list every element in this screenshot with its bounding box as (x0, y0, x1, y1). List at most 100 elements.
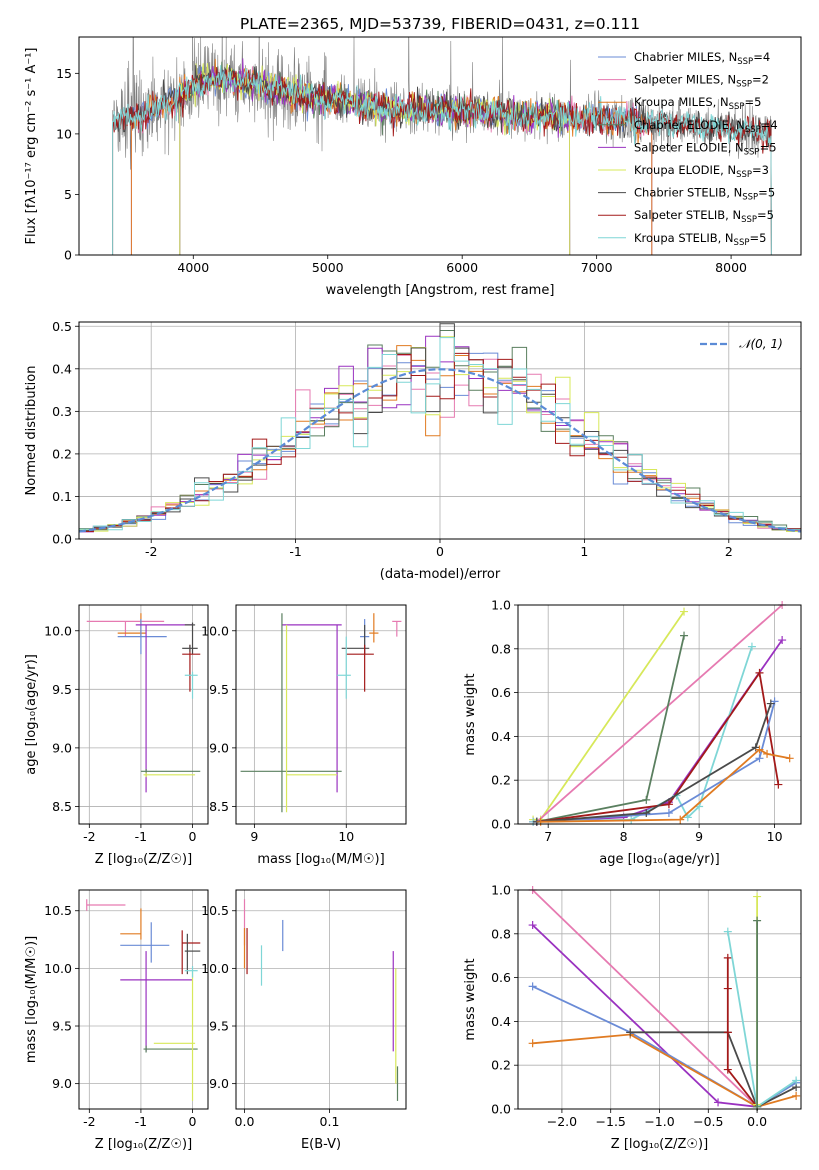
x-tick-label: 10 (767, 829, 783, 844)
legend-label: Kroupa MILES, NSSP=5 (634, 95, 761, 112)
errorbar-salpeter-miles (86, 899, 126, 911)
data-point-marker (723, 1028, 732, 1037)
y-tick-label: 5 (64, 187, 72, 202)
x-tick-label: −1.5 (596, 1114, 626, 1129)
axes-frame (517, 604, 802, 825)
x-tick-label: −2.0 (547, 1114, 577, 1129)
axes-frame (78, 36, 802, 256)
legend-nssp-eq: = (744, 95, 754, 109)
x-tick-label: 8 (620, 829, 628, 844)
legend-nssp-sub: SSP (734, 238, 750, 248)
legend-series-name: Chabrier STELIB (634, 186, 726, 200)
legend-series-name: Kroupa STELIB (634, 231, 718, 245)
data-point-marker (723, 953, 732, 962)
legend-nssp-value: 5 (768, 186, 775, 200)
legend-label: 𝒩(0, 1) (739, 337, 783, 351)
axes-age_vs_Z: -2 -1 0 8.5 9.0 9.5 10.0 Z [log₁₀(Z/Z☉)] age [lo… (24, 604, 209, 867)
histogram-kroupa-stelib (79, 337, 801, 539)
errorbar-salpeter-stelib (346, 644, 374, 692)
series-kroupa-miles (536, 745, 794, 826)
x-tick-label: 0 (189, 829, 197, 844)
data-point-marker (528, 921, 537, 930)
legend-nssp-prefix: , N (720, 73, 736, 87)
y-tick-label: 10.0 (201, 623, 229, 638)
series-line (536, 703, 772, 823)
x-tick-label: 10 (338, 829, 354, 844)
legend-nssp-value: 5 (754, 95, 761, 109)
data-point-marker (683, 813, 692, 822)
series-line (630, 1031, 797, 1109)
series-line (532, 985, 797, 1108)
y-axis-label: mass [log₁₀(M/M☉)] (24, 936, 39, 1063)
axes-residuals: -2 -1 0 1 2 0.0 0.1 0.2 0.3 0.4 0.5 (data-model)/er… (24, 319, 802, 582)
y-tick-label: 0 (64, 248, 72, 263)
x-tick-label: -1 (135, 829, 147, 844)
y-tick-label: 0.4 (491, 729, 511, 744)
data-point-marker (528, 1039, 537, 1048)
x-tick-label: 7 (544, 829, 552, 844)
x-tick-label: −0.5 (693, 1114, 723, 1129)
x-axis-label: (data-model)/error (380, 567, 501, 582)
y-tick-label: 0.2 (52, 446, 72, 461)
y-tick-label: 9.0 (52, 1076, 72, 1091)
legend-nssp-value: 5 (767, 208, 774, 222)
legend-nssp-eq: = (761, 118, 771, 132)
x-tick-label: 9 (695, 829, 703, 844)
x-tick-label: -1 (289, 544, 301, 559)
model-line-chabrier-stelib (112, 65, 772, 255)
legend-nssp-sub: SSP (742, 193, 758, 203)
series-line (531, 924, 758, 1108)
y-tick-label: 1.0 (491, 598, 511, 613)
y-tick-label: 0.0 (491, 817, 511, 832)
x-tick-label: -1 (135, 1114, 147, 1129)
x-axis-label: wavelength [Angstrom, rest frame] (326, 283, 555, 298)
series-line (536, 604, 783, 823)
legend-series-name: Chabrier MILES (634, 50, 721, 64)
y-tick-label: 0.6 (491, 970, 511, 985)
x-tick-label: 8000 (715, 260, 747, 275)
y-tick-label: 9.5 (209, 682, 229, 697)
legend-label: Chabrier MILES, NSSP=4 (634, 50, 770, 67)
x-axis-label: E(B-V) (301, 1137, 341, 1152)
legend-label: Salpeter STELIB, NSSP=5 (634, 208, 774, 225)
y-tick-label: 0.6 (491, 685, 511, 700)
x-tick-label: -2 (145, 544, 157, 559)
x-axis-label: Z [log₁₀(Z/Z☉)] (611, 1137, 708, 1152)
legend-series-name: Kroupa MILES (634, 95, 713, 109)
series-kroupa-miles (528, 1030, 801, 1111)
series-line (536, 670, 780, 823)
series-chabrier-miles (528, 982, 801, 1111)
axes-weights_vs_Z: −2.0 −1.5 −1.0 −0.5 0.0 0.0 0.2 0.4 0.6 0.8 1.0 Z [… (463, 883, 802, 1152)
x-tick-label: 2 (725, 544, 733, 559)
axes-frame (235, 889, 407, 1110)
legend-label: Salpeter ELODIE, NSSP=5 (634, 140, 777, 157)
data-point-marker (676, 815, 685, 824)
x-axis-label: mass [log₁₀(M/M☉)] (257, 852, 384, 867)
axes-frame (78, 604, 209, 825)
series-salpeter-elodie (528, 921, 762, 1111)
x-axis-label: Z [log₁₀(Z/Z☉)] (95, 1137, 192, 1152)
x-tick-label: 0.0 (235, 1114, 255, 1129)
x-tick-label: 5000 (312, 260, 344, 275)
y-tick-label: 1.0 (491, 883, 511, 898)
errorbar-chabrier-stelib (184, 933, 201, 975)
y-tick-label: 0.0 (52, 532, 72, 547)
axes-mass_vs_Z: -2 -1 0 9.0 9.5 10.0 10.5 Z [log₁₀(Z/Z☉)] mass [… (24, 889, 209, 1152)
errorbar-chabrier-miles (120, 922, 170, 963)
y-axis-label: Flux [fλ10⁻¹⁷ erg cm⁻² s⁻¹ A⁻¹] (24, 48, 39, 245)
data-point-marker (747, 642, 756, 651)
data-point-marker (723, 984, 732, 993)
series-line (532, 1033, 797, 1108)
legend-series-name: Chabrier ELODIE (634, 118, 729, 132)
x-tick-label: 0.0 (747, 1114, 767, 1129)
data-point-marker (680, 631, 689, 640)
legend-nssp-value: 5 (769, 140, 776, 154)
data-point-marker (723, 1065, 732, 1074)
data-point-marker (626, 1028, 635, 1037)
x-axis-label: Z [log₁₀(Z/Z☉)] (95, 852, 192, 867)
data-point-marker (642, 809, 651, 818)
errorbar-salpeter-elodie (135, 624, 193, 793)
y-tick-label: 9.5 (209, 1019, 229, 1034)
y-tick-label: 0.8 (491, 641, 511, 656)
